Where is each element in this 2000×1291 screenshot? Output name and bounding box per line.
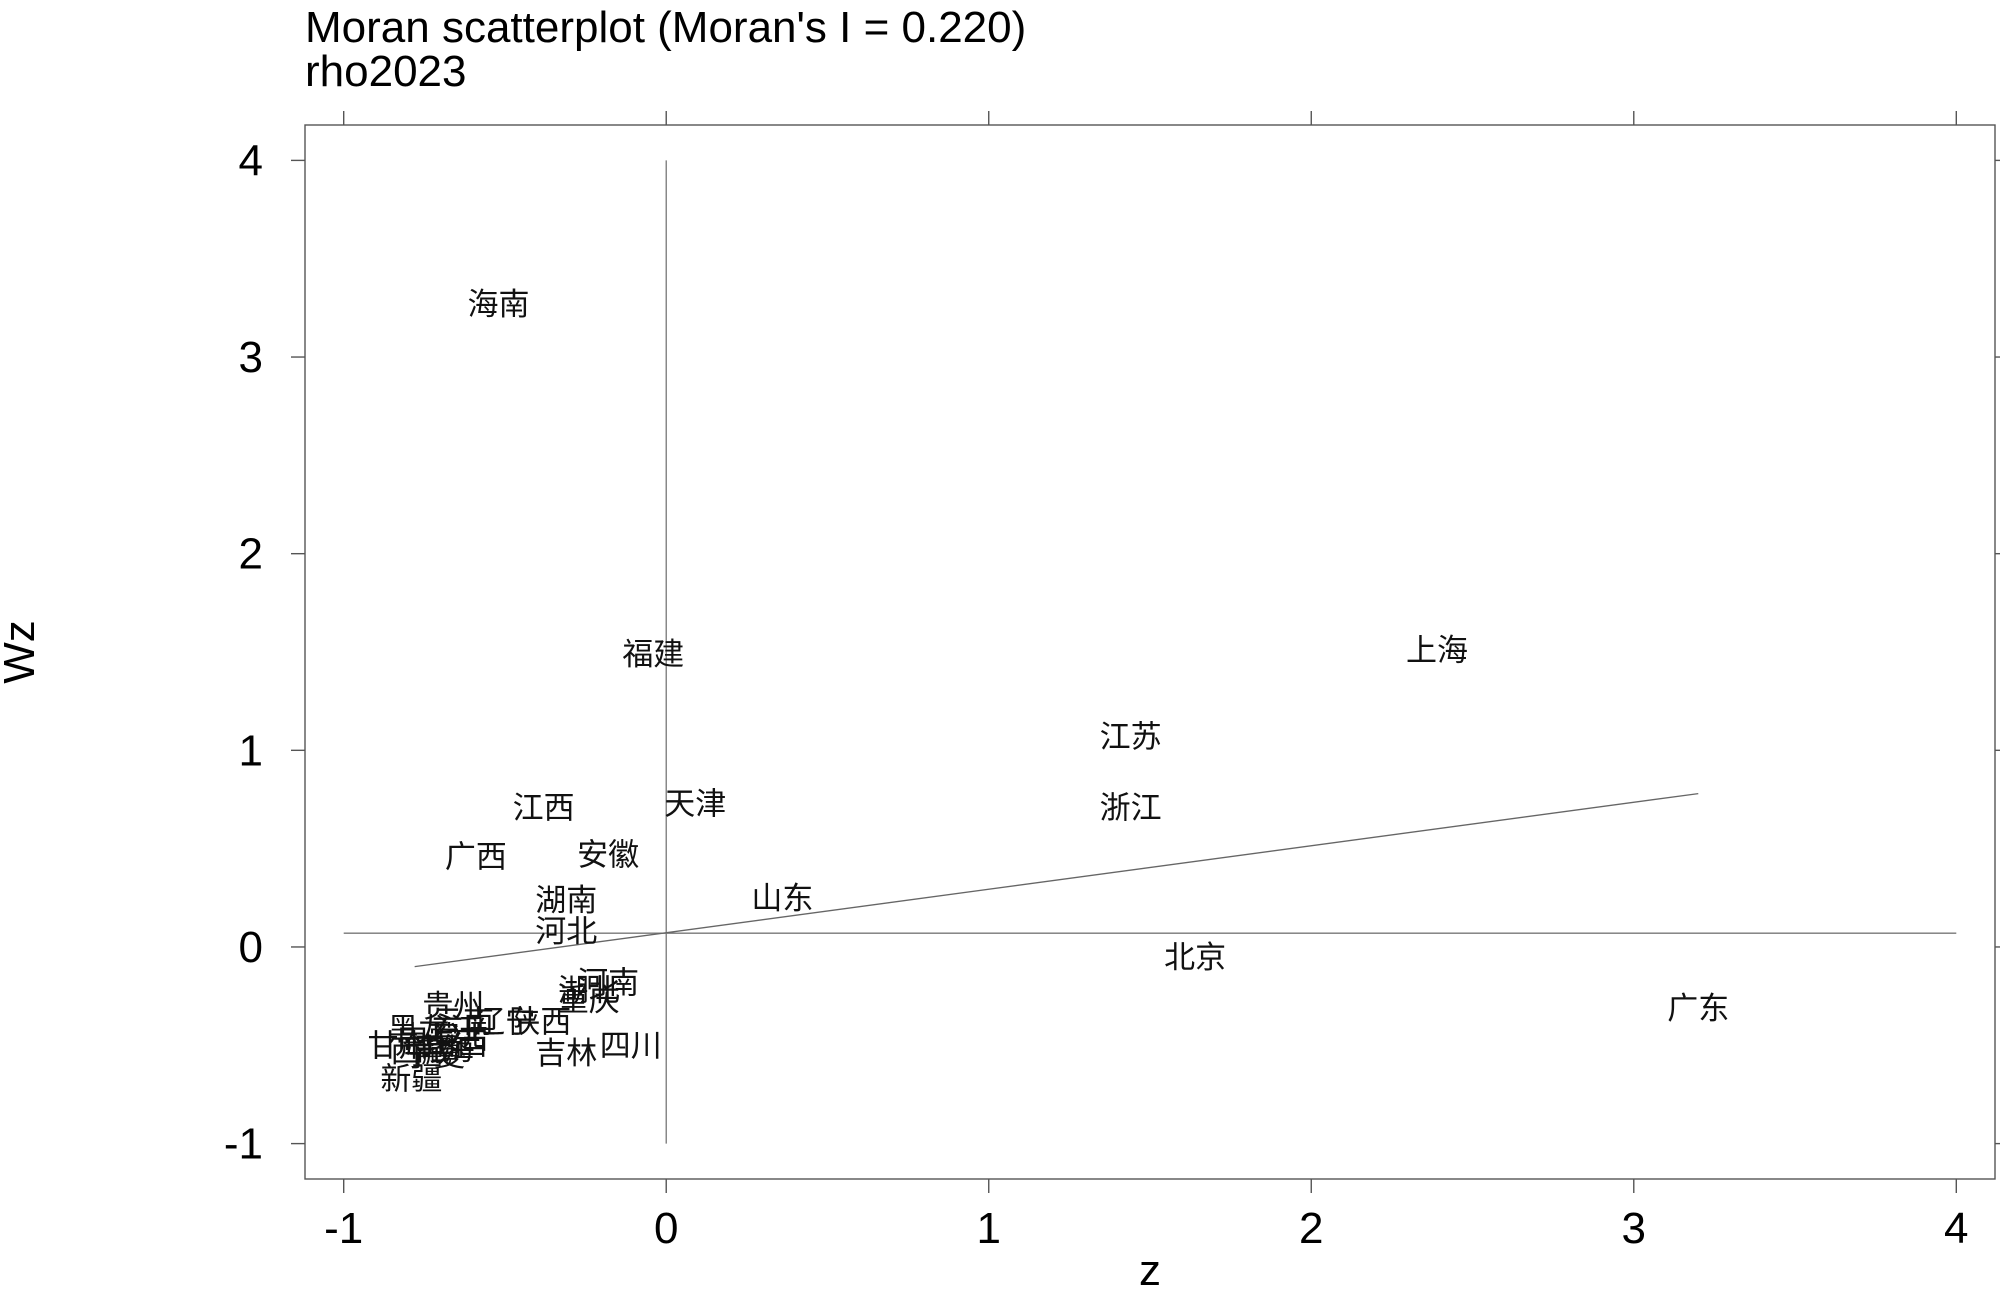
y-tick-label: 1 — [239, 726, 263, 775]
y-tick-label: 2 — [239, 530, 263, 579]
plot-frame — [304, 124, 1996, 1180]
point-label: 内蒙古 — [397, 1020, 490, 1056]
chart-title: Moran scatterplot (Moran's I = 0.220) — [305, 3, 1026, 52]
point-label: 辽宁 — [474, 1005, 536, 1041]
point-label: 广西 — [445, 840, 507, 876]
point-label: 福建 — [622, 637, 684, 673]
x-tick-label: -1 — [324, 1204, 363, 1253]
x-tick-label: 0 — [654, 1204, 678, 1253]
point-label: 海南 — [468, 287, 530, 323]
x-tick-label: 3 — [1622, 1204, 1646, 1253]
fit-line-group — [414, 792, 1699, 968]
y-tick-label: 4 — [239, 136, 263, 185]
x-axis-title: z — [1139, 1246, 1161, 1291]
y-tick-label: -1 — [224, 1120, 263, 1169]
point-label: 重庆 — [558, 983, 620, 1019]
point-label: 北京 — [1164, 940, 1226, 976]
point-label: 云南 — [432, 1005, 494, 1041]
point-label: 安徽 — [577, 838, 639, 874]
point-label: 黑龙江 — [388, 1013, 481, 1049]
point-label: 江西 — [513, 790, 575, 826]
point-label: 四川 — [600, 1028, 662, 1064]
chart-subtitle: rho2023 — [305, 47, 466, 96]
point-label: 吉林 — [535, 1036, 597, 1072]
point-label: 浙江 — [1100, 790, 1162, 826]
y-axis-title: Wz — [0, 620, 44, 684]
y-tick-label: 0 — [239, 923, 263, 972]
y-tick-label: 3 — [239, 333, 263, 382]
point-label: 新疆 — [380, 1062, 442, 1098]
point-label: 河北 — [535, 914, 597, 950]
regression-line — [414, 792, 1699, 968]
point-label: 湖北 — [558, 973, 620, 1009]
point-label: 贵州 — [422, 989, 484, 1025]
point-label: 陕西 — [509, 1005, 571, 1041]
point-label: 天津 — [664, 786, 726, 822]
axis-ticks: -1 0 1 2 3 4 -1 0 1 2 3 4 — [224, 111, 2000, 1253]
point-label: 山西 — [426, 1026, 488, 1062]
point-label: 上海 — [1406, 633, 1468, 669]
point-label: 湖南 — [535, 883, 597, 919]
x-tick-label: 4 — [1944, 1204, 1968, 1253]
point-label: 青海 — [413, 1032, 475, 1068]
point-label: 江苏 — [1100, 720, 1162, 756]
point-label: 西藏 — [390, 1034, 452, 1070]
point-label: 广东 — [1667, 991, 1729, 1027]
point-label: 甘肃 — [368, 1028, 430, 1064]
x-tick-label: 1 — [976, 1204, 1000, 1253]
point-label: 宁夏 — [403, 1038, 465, 1074]
x-tick-label: 2 — [1299, 1204, 1323, 1253]
point-label: 河南 — [577, 965, 639, 1001]
reference-lines — [343, 160, 1957, 1144]
point-label: 山东 — [751, 881, 813, 917]
